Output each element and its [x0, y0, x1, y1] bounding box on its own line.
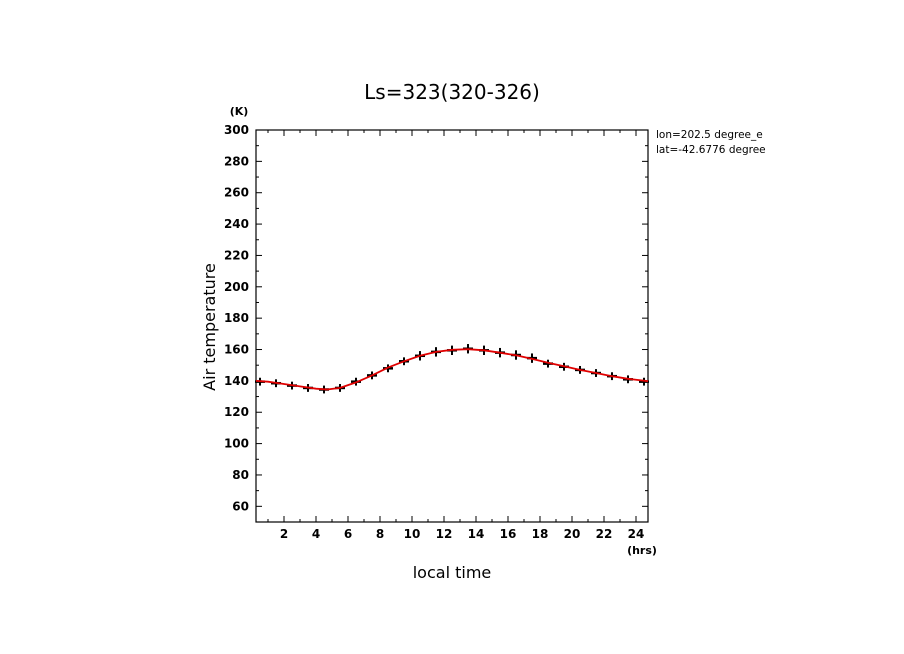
x-tick-label: 18	[532, 527, 549, 541]
x-tick-label: 2	[280, 527, 288, 541]
y-tick-label: 260	[224, 186, 249, 200]
x-tick-label: 16	[500, 527, 517, 541]
plot-frame	[255, 129, 649, 523]
y-tick-label: 160	[224, 343, 249, 357]
x-tick-label: 12	[436, 527, 453, 541]
chart-title: Ls=323(320-326)	[364, 80, 540, 104]
x-unit-label: (hrs)	[627, 544, 657, 557]
x-tick-label: 14	[468, 527, 485, 541]
y-tick-label: 120	[224, 405, 249, 419]
x-tick-label: 8	[376, 527, 384, 541]
x-axis-title: local time	[413, 563, 492, 582]
annotation-lat: lat=-42.6776 degree	[656, 144, 766, 156]
x-tick-label: 10	[404, 527, 421, 541]
y-unit-label: (K)	[230, 105, 249, 118]
y-axis-title: Air temperature	[200, 263, 219, 391]
y-tick-label: 300	[224, 123, 249, 137]
x-tick-label: 4	[312, 527, 320, 541]
annotation-lon: lon=202.5 degree_e	[656, 129, 763, 141]
x-tick-label: 20	[564, 527, 581, 541]
x-tick-label: 24	[628, 527, 645, 541]
y-tick-label: 240	[224, 217, 249, 231]
y-tick-label: 180	[224, 311, 249, 325]
y-tick-label: 100	[224, 437, 249, 451]
y-tick-label: 200	[224, 280, 249, 294]
y-tick-label: 280	[224, 154, 249, 168]
y-tick-label: 220	[224, 248, 249, 262]
x-tick-label: 6	[344, 527, 352, 541]
fit-line	[255, 348, 649, 391]
y-tick-label: 140	[224, 374, 249, 388]
y-tick-label: 60	[232, 499, 249, 513]
y-tick-label: 80	[232, 468, 249, 482]
x-tick-label: 22	[596, 527, 613, 541]
